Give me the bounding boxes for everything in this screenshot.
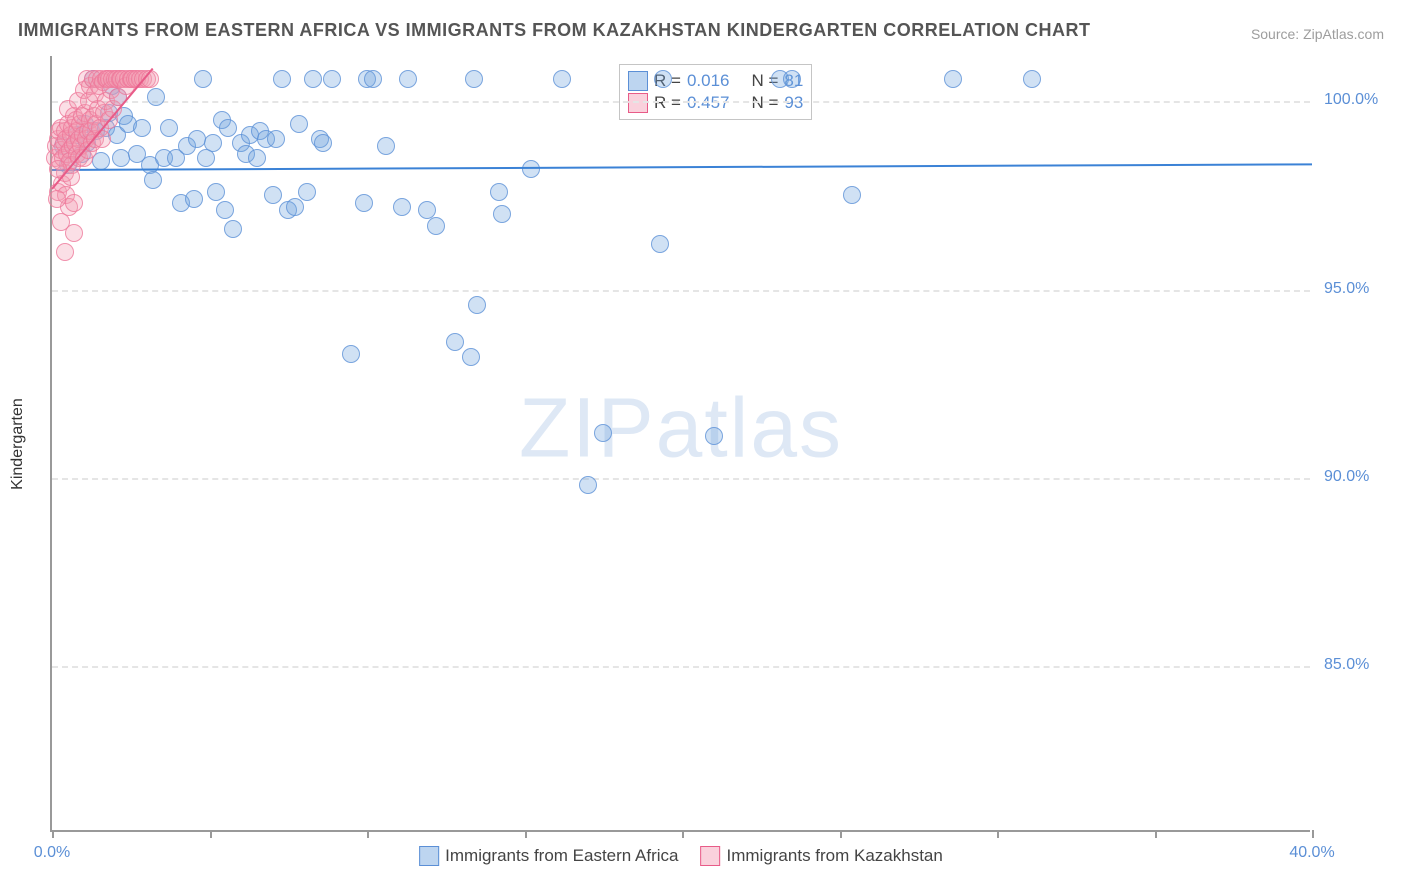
- data-point: [52, 213, 70, 231]
- data-point: [298, 183, 316, 201]
- xtick: [525, 830, 527, 838]
- data-point: [355, 194, 373, 212]
- gridline-h: [52, 478, 1310, 480]
- data-point: [147, 88, 165, 106]
- xtick: [210, 830, 212, 838]
- data-point: [579, 476, 597, 494]
- data-point: [462, 348, 480, 366]
- xtick: [997, 830, 999, 838]
- legend-r-value: 0.016: [687, 71, 730, 91]
- data-point: [65, 194, 83, 212]
- data-point: [427, 217, 445, 235]
- data-point: [194, 70, 212, 88]
- legend-swatch: [419, 846, 439, 866]
- chart-container: IMMIGRANTS FROM EASTERN AFRICA VS IMMIGR…: [0, 0, 1406, 892]
- gridline-h: [52, 101, 1310, 103]
- legend-item: Immigrants from Eastern Africa: [419, 846, 678, 866]
- data-point: [48, 190, 66, 208]
- data-point: [377, 137, 395, 155]
- y-axis-label: Kindergarten: [9, 398, 27, 490]
- data-point: [522, 160, 540, 178]
- data-point: [290, 115, 308, 133]
- ytick-label: 100.0%: [1324, 91, 1378, 109]
- data-point: [493, 205, 511, 223]
- legend-swatch: [628, 71, 648, 91]
- data-point: [323, 70, 341, 88]
- data-point: [364, 70, 382, 88]
- xtick: [1312, 830, 1314, 838]
- watermark-atlas: atlas: [656, 380, 843, 474]
- source-label: Source: ZipAtlas.com: [1251, 26, 1384, 42]
- data-point: [705, 427, 723, 445]
- data-point: [56, 243, 74, 261]
- data-point: [248, 149, 266, 167]
- xtick-label: 40.0%: [1289, 844, 1334, 862]
- trend-line: [52, 163, 1312, 171]
- data-point: [204, 134, 222, 152]
- xtick-label: 0.0%: [34, 844, 70, 862]
- data-point: [133, 119, 151, 137]
- data-point: [490, 183, 508, 201]
- ytick-label: 85.0%: [1324, 656, 1369, 674]
- data-point: [944, 70, 962, 88]
- data-point: [224, 220, 242, 238]
- data-point: [160, 119, 178, 137]
- data-point: [468, 296, 486, 314]
- legend-label: Immigrants from Eastern Africa: [445, 846, 678, 866]
- legend-swatch: [700, 846, 720, 866]
- data-point: [273, 70, 291, 88]
- data-point: [207, 183, 225, 201]
- ytick-label: 95.0%: [1324, 280, 1369, 298]
- data-point: [144, 171, 162, 189]
- plot-outer: Kindergarten ZIPatlas R =0.016N =81R =0.…: [50, 56, 1384, 832]
- watermark-zip: ZIP: [519, 380, 656, 474]
- data-point: [446, 333, 464, 351]
- ytick-label: 90.0%: [1324, 468, 1369, 486]
- data-point: [783, 70, 801, 88]
- gridline-h: [52, 666, 1310, 668]
- data-point: [185, 190, 203, 208]
- data-point: [219, 119, 237, 137]
- legend-label: Immigrants from Kazakhstan: [726, 846, 942, 866]
- xtick: [1155, 830, 1157, 838]
- chart-title: IMMIGRANTS FROM EASTERN AFRICA VS IMMIGR…: [18, 20, 1090, 41]
- data-point: [314, 134, 332, 152]
- data-point: [342, 345, 360, 363]
- xtick: [840, 830, 842, 838]
- data-point: [216, 201, 234, 219]
- gridline-h: [52, 290, 1310, 292]
- watermark: ZIPatlas: [519, 379, 843, 476]
- data-point: [594, 424, 612, 442]
- data-point: [654, 70, 672, 88]
- data-point: [843, 186, 861, 204]
- data-point: [553, 70, 571, 88]
- legend-bottom: Immigrants from Eastern Africa Immigrants…: [419, 846, 943, 866]
- legend-item: Immigrants from Kazakhstan: [700, 846, 942, 866]
- data-point: [286, 198, 304, 216]
- data-point: [399, 70, 417, 88]
- xtick: [367, 830, 369, 838]
- plot-area: ZIPatlas R =0.016N =81R =0.457N =93 Immi…: [50, 56, 1310, 832]
- data-point: [304, 70, 322, 88]
- data-point: [267, 130, 285, 148]
- xtick: [52, 830, 54, 838]
- data-point: [465, 70, 483, 88]
- data-point: [651, 235, 669, 253]
- data-point: [1023, 70, 1041, 88]
- data-point: [264, 186, 282, 204]
- xtick: [682, 830, 684, 838]
- data-point: [393, 198, 411, 216]
